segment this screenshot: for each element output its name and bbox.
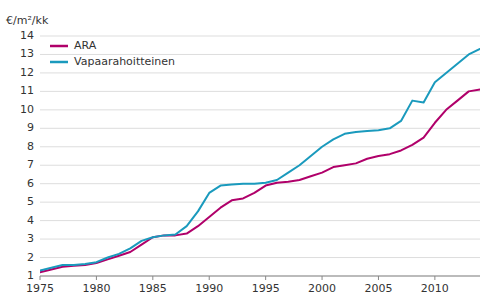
x-axis-line xyxy=(40,276,480,277)
x-tick-label: 2005 xyxy=(364,282,392,295)
x-tick xyxy=(152,276,153,280)
grid-line xyxy=(40,202,480,203)
legend: ARA Vapaarahoitteinen xyxy=(50,39,175,68)
y-tick-label: 1 xyxy=(27,269,34,282)
grid-line xyxy=(40,128,480,129)
y-axis-label: €/m²/kk xyxy=(6,14,49,27)
grid-line xyxy=(40,109,480,110)
x-tick-label: 1975 xyxy=(26,282,54,295)
grid-line xyxy=(40,220,480,221)
y-grid xyxy=(40,36,480,276)
x-tick xyxy=(322,276,323,280)
y-tick-label: 2 xyxy=(27,251,34,264)
x-tick-label: 1990 xyxy=(195,282,223,295)
x-tick-label: 1980 xyxy=(82,282,110,295)
y-tick-label: 13 xyxy=(20,47,34,60)
y-tick-label: 9 xyxy=(27,121,34,134)
y-tick-label: 12 xyxy=(20,66,34,79)
y-tick-label: 5 xyxy=(27,195,34,208)
x-tick xyxy=(209,276,210,280)
legend-label: ARA xyxy=(74,39,97,52)
y-tick-label: 4 xyxy=(27,214,34,227)
lines xyxy=(40,49,480,272)
series-line xyxy=(40,90,480,273)
x-tick xyxy=(378,276,379,280)
grid-line xyxy=(40,91,480,92)
x-tick xyxy=(434,276,435,280)
y-tick-label: 6 xyxy=(27,177,34,190)
grid-line xyxy=(40,72,480,73)
grid-line xyxy=(40,276,480,277)
grid-line xyxy=(40,146,480,147)
y-tick-label: 14 xyxy=(20,29,34,42)
series-line xyxy=(40,49,480,271)
x-tick xyxy=(96,276,97,280)
x-tick-label: 1985 xyxy=(139,282,167,295)
y-tick-label: 10 xyxy=(20,103,34,116)
x-tick-label: 2000 xyxy=(308,282,336,295)
grid-line xyxy=(40,36,480,37)
legend-swatch xyxy=(50,61,68,64)
y-tick-label: 8 xyxy=(27,140,34,153)
legend-swatch xyxy=(50,45,68,48)
x-tick-label: 2010 xyxy=(421,282,449,295)
x-tick-label: 1995 xyxy=(252,282,280,295)
y-tick-label: 7 xyxy=(27,158,34,171)
y-tick-label: 3 xyxy=(27,232,34,245)
x-tick xyxy=(40,276,41,280)
grid-line xyxy=(40,239,480,240)
y-tick-label: 11 xyxy=(20,84,34,97)
legend-label: Vapaarahoitteinen xyxy=(74,55,175,68)
x-tick xyxy=(265,276,266,280)
grid-line xyxy=(40,165,480,166)
chart: 1234567891011121314197519801985199019952… xyxy=(0,0,494,304)
